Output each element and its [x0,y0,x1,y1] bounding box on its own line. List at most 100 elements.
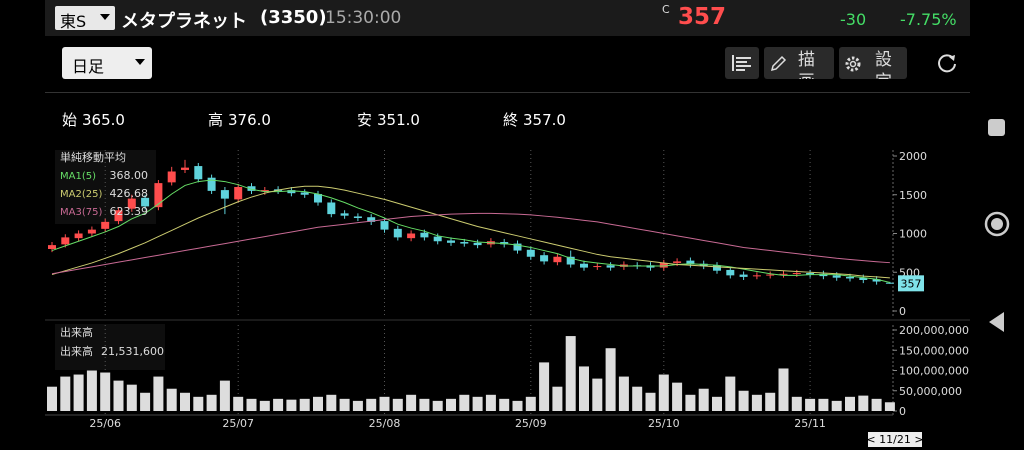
candle-body [872,279,881,282]
price-tag [898,275,924,292]
y-tick-label: 100,000,000 [899,365,969,378]
cursor-date: < 11/21 > [866,433,923,446]
y-tick-label: 50,000,000 [899,385,962,398]
cursor-date-box[interactable] [868,432,922,447]
volume-bar [286,399,297,411]
stock-name: メタプラネット [121,11,247,32]
candle-body [167,171,176,183]
candle-body [447,240,455,243]
volume-bar [805,398,816,411]
ohlc-label: 終 [503,111,519,129]
ohlc-value: 365.0 [82,111,125,129]
volume-legend-box [55,324,165,370]
volume-bar [140,392,151,411]
volume-bar [858,395,869,411]
candle-body [686,260,695,265]
volume-bar [406,394,417,411]
volume-bar [751,394,762,411]
legend-value: 426.68 [110,187,149,200]
ohlc-item: 終 357.0 [503,109,566,130]
ma-legend-title: 単純移動平均 [60,150,126,164]
volume-bar [60,376,71,411]
draw-label: 描画 [798,50,815,79]
volume-bar [539,362,550,411]
ohlc-summary: 始 365.0 高 376.0 安 351.0 終 357.0 [62,109,622,129]
volume-bar [871,398,882,411]
volume-bar [485,394,496,411]
y-tick-label: 2000 [899,150,927,163]
candle-body [101,221,110,229]
top-bar [45,0,970,36]
candle-body [300,192,309,195]
candle-body [606,265,615,268]
volume-bar [512,400,523,411]
volume-bar [685,394,696,411]
candle-body [659,262,668,268]
ohlc-label: 高 [208,111,224,129]
legend-name: MA3(75) [60,207,102,218]
ohlc-item: 安 351.0 [357,109,420,130]
candle-body [726,269,735,276]
volume-bar [313,396,323,411]
volume-bar [246,398,257,411]
volume-bar [299,398,310,411]
candle-body [859,277,868,280]
candle-body [367,217,376,222]
volume-bar [525,396,536,411]
x-tick-label: 25/09 [515,417,547,430]
volume-legend-name: 出来高 [60,344,93,358]
ma-line [51,179,891,283]
candle-body [846,276,854,279]
candle-body [806,273,815,275]
volume-bar [698,388,709,411]
ohlc-value: 376.0 [228,111,271,129]
volume-bar [499,398,510,411]
refresh-icon[interactable] [936,52,958,74]
y-tick-label: 150,000,000 [899,344,969,357]
x-tick-label: 25/06 [89,417,121,430]
candle-body [340,213,349,216]
volume-bar [459,394,470,411]
volume-bar [47,386,57,411]
exchange: 東S [60,12,87,31]
candle-body [433,236,442,242]
candle-body [526,249,535,257]
dropdown-icon [135,59,145,65]
volume-bar [725,376,736,411]
volume-bar [579,366,589,411]
volume-bar [552,386,563,411]
volume-bar [632,386,643,411]
candle-body [181,167,189,170]
volume-bar [845,396,855,411]
candle-body [407,233,416,239]
volume-bar [153,376,164,411]
candle-body [61,237,70,245]
divider [45,92,970,93]
candle-body [673,261,682,263]
candle-body [87,229,96,234]
volume-bar [366,398,377,411]
volume-bar [712,396,722,411]
volume-bar [672,382,683,411]
volume-bar [206,394,217,411]
candle-body [566,256,575,265]
candle-body [832,275,841,278]
ohlc-label: 安 [357,111,373,129]
candle-body [593,266,602,268]
legend-value: 623.39 [110,205,149,218]
candle-body [220,190,229,199]
candle-body [460,242,469,244]
volume-bar [658,374,669,411]
volume-bar [432,400,443,411]
ma-line [51,185,890,279]
volume-bar [219,380,230,411]
period-select[interactable] [62,47,152,79]
ohlc-item: 始 365.0 [62,109,125,130]
volume-bar [193,396,204,411]
legend-value: 368.00 [110,169,149,182]
volume-bar [884,402,895,411]
candle-body [127,198,136,209]
candle-body [540,255,549,262]
candle-body [885,282,894,284]
candle-body [314,193,322,203]
